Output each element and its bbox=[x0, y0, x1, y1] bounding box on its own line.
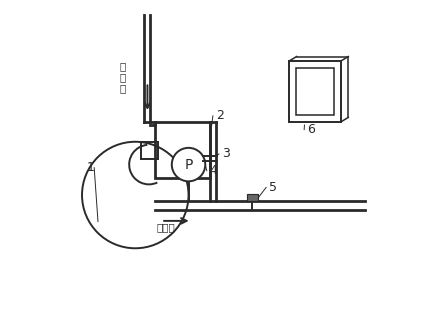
Text: P: P bbox=[184, 158, 193, 171]
Text: 2: 2 bbox=[216, 109, 224, 122]
Text: 3: 3 bbox=[222, 147, 230, 160]
Text: 排气口: 排气口 bbox=[157, 222, 175, 232]
Text: 6: 6 bbox=[307, 123, 315, 136]
Text: 5: 5 bbox=[269, 181, 277, 194]
Text: 进
气
口: 进 气 口 bbox=[120, 61, 126, 93]
Text: 1: 1 bbox=[87, 161, 95, 174]
Text: 4: 4 bbox=[210, 164, 218, 177]
Circle shape bbox=[172, 148, 205, 181]
Polygon shape bbox=[247, 194, 258, 201]
